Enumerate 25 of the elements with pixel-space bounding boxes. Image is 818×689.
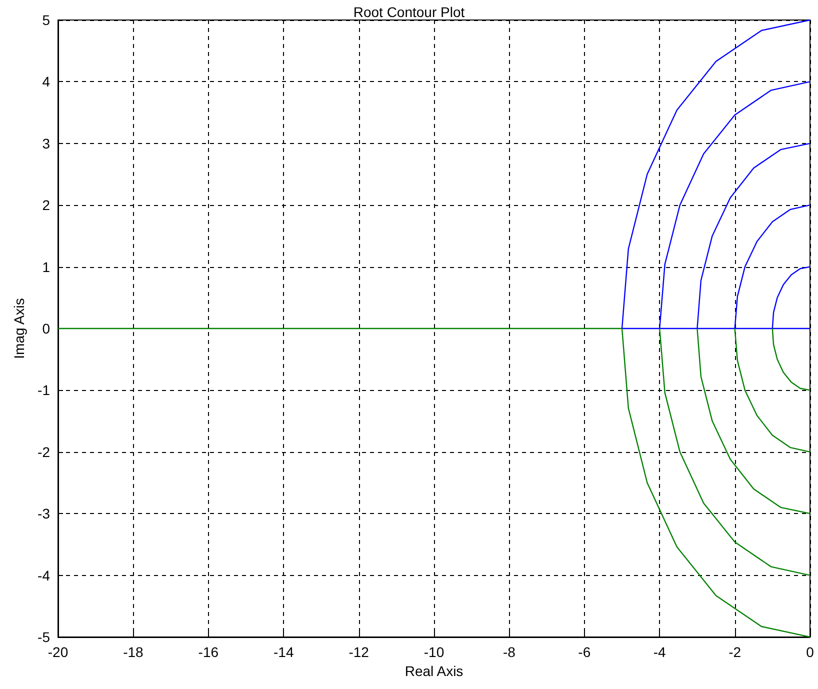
x-tick-label: 0 <box>806 644 814 660</box>
x-tick-label: -10 <box>424 644 444 660</box>
x-tick-label: -16 <box>198 644 219 660</box>
y-tick-label: -1 <box>38 382 50 398</box>
y-tick-label: 4 <box>42 74 50 90</box>
x-tick-label: -4 <box>653 644 666 660</box>
y-tick-label: 5 <box>42 12 50 28</box>
x-tick-label: -12 <box>348 644 370 660</box>
chart-title: Root Contour Plot <box>353 4 465 20</box>
y-tick-label: -5 <box>38 629 50 645</box>
y-axis-title: Imag Axis <box>11 298 27 359</box>
y-tick-label: 3 <box>42 135 50 152</box>
y-tick-label: -3 <box>38 506 50 522</box>
y-tick-label: -4 <box>38 567 50 584</box>
x-tick-label: -20 <box>48 644 68 660</box>
x-axis-title: Real Axis <box>404 662 464 679</box>
x-tick-label: -14 <box>273 644 294 660</box>
y-tick-label: 1 <box>42 258 50 275</box>
y-tick-label: 2 <box>42 197 50 214</box>
x-tick-label: -18 <box>123 644 144 660</box>
x-tick-label: -8 <box>502 644 516 660</box>
x-tick-label: -2 <box>728 644 742 660</box>
x-tick-label: -6 <box>578 644 591 660</box>
y-tick-label: -2 <box>38 444 50 460</box>
y-tick-label: 0 <box>42 320 50 336</box>
